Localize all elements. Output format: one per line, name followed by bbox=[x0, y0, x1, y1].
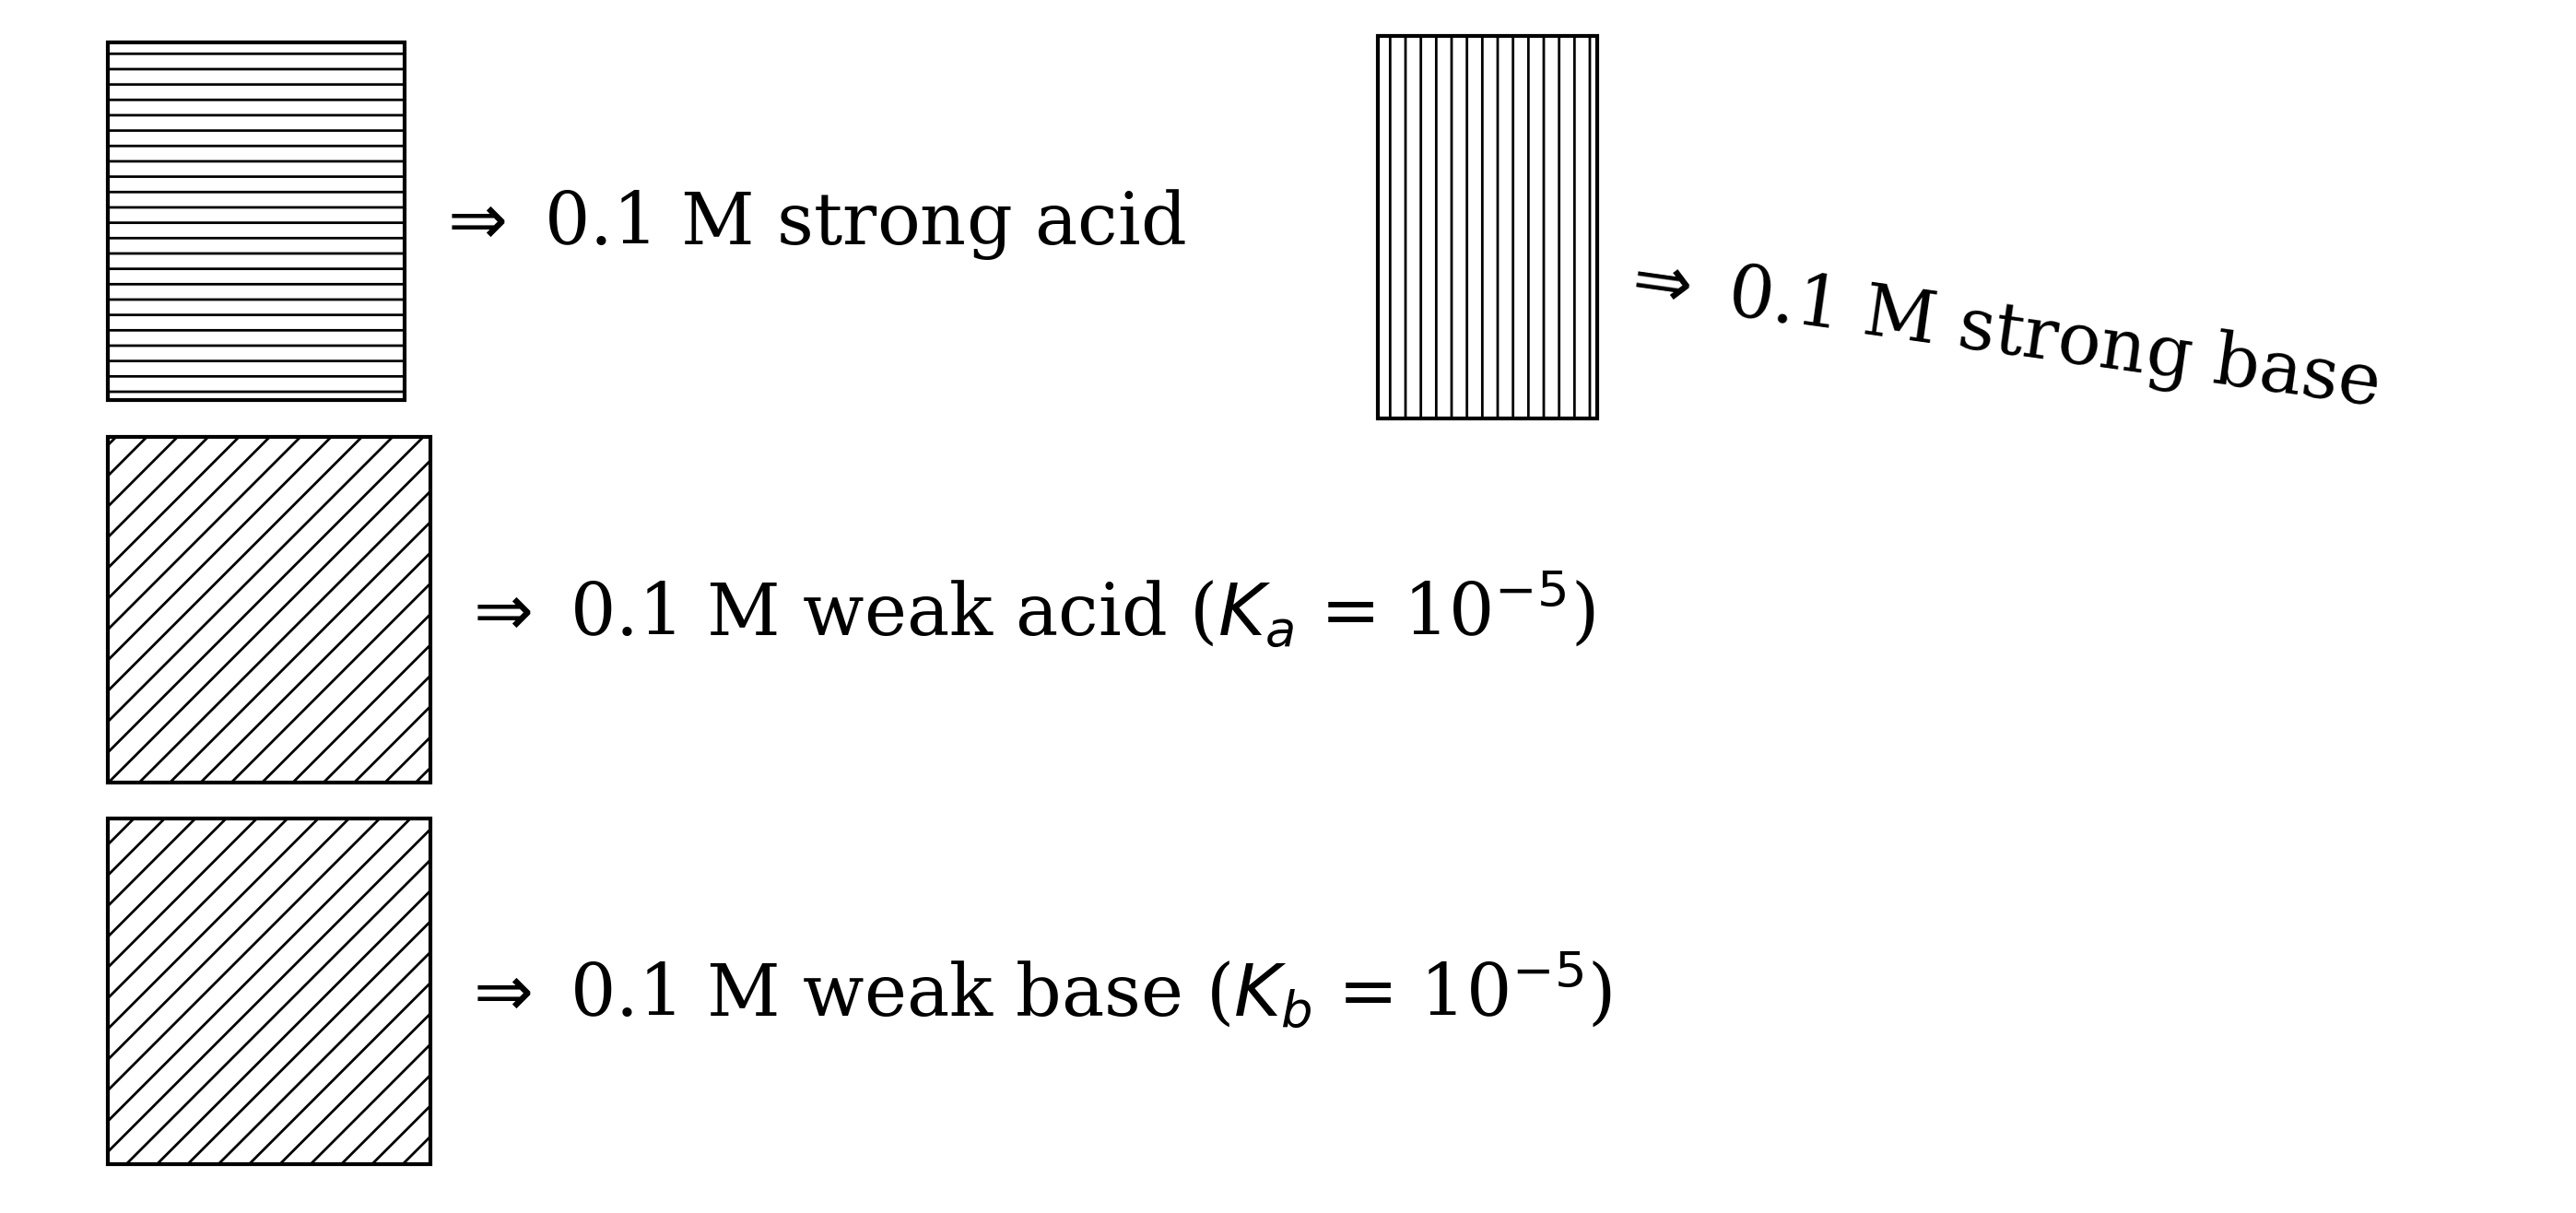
Bar bbox=[108, 437, 430, 782]
Bar bbox=[1378, 36, 1597, 418]
Bar bbox=[108, 819, 430, 1164]
Text: $\Rightarrow$ 0.1 M weak base ($K_b$ = 10$^{-5}$): $\Rightarrow$ 0.1 M weak base ($K_b$ = 1… bbox=[459, 950, 1613, 1032]
Text: $\Rightarrow$ 0.1 M weak acid ($K_a$ = 10$^{-5}$): $\Rightarrow$ 0.1 M weak acid ($K_a$ = 1… bbox=[459, 569, 1595, 651]
Bar bbox=[108, 42, 404, 400]
Text: $\Rightarrow$ 0.1 M strong base: $\Rightarrow$ 0.1 M strong base bbox=[1613, 243, 2383, 423]
Text: $\Rightarrow$ 0.1 M strong acid: $\Rightarrow$ 0.1 M strong acid bbox=[433, 187, 1185, 262]
